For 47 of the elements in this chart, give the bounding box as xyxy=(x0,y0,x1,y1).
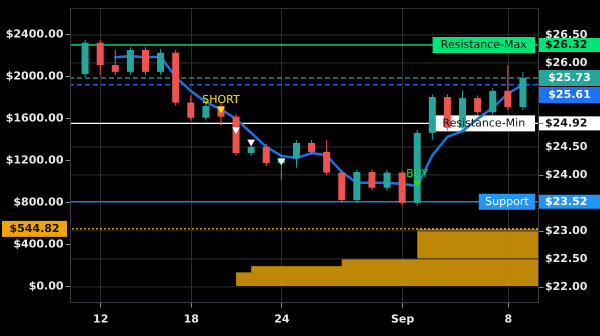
y2-tick-label: $26.00 xyxy=(545,56,588,69)
candlestick xyxy=(308,140,316,156)
candlestick xyxy=(474,94,482,116)
point xyxy=(217,106,225,114)
point xyxy=(247,140,256,146)
x-tick-label: 8 xyxy=(504,312,512,326)
x-tick-label: 12 xyxy=(93,312,108,326)
y2-tick-label: $24.92 xyxy=(545,116,588,130)
y2-tick-label: $22.00 xyxy=(545,280,588,293)
y-tick-label: $2400.00 xyxy=(6,28,64,41)
y2-tick-label: $23.00 xyxy=(545,224,588,237)
candlestick xyxy=(323,140,330,176)
x-tick-label: 18 xyxy=(184,312,199,326)
annotation: SHORT xyxy=(202,92,240,106)
candlestick xyxy=(368,168,376,192)
candlestick xyxy=(96,39,104,76)
candlestick xyxy=(202,102,210,122)
point xyxy=(232,127,240,134)
point xyxy=(413,180,422,188)
x-tick-label: Sep xyxy=(390,312,414,326)
y-tick-label: $400.00 xyxy=(13,238,64,251)
candlestick xyxy=(292,140,300,168)
y2-tick-label: $24.50 xyxy=(545,140,588,153)
y2-tick-label: $24.00 xyxy=(545,168,588,181)
candlestick xyxy=(262,144,270,166)
candlestick xyxy=(142,46,149,76)
y2-tick-label: $23.52 xyxy=(545,194,588,208)
ref-line-label: $544.82 xyxy=(9,222,60,235)
candlestick xyxy=(504,64,512,110)
ref-line-label: $25.73 xyxy=(548,71,591,84)
candlestick xyxy=(489,88,496,116)
y-tick-label: $0.00 xyxy=(28,280,64,293)
ref-line-label: Support xyxy=(485,194,530,208)
y2-tick-label: $26.50 xyxy=(545,28,588,41)
ref-line-label: $25.61 xyxy=(548,88,591,101)
candlestick xyxy=(384,169,391,192)
y2-tick-label: $22.50 xyxy=(545,252,588,265)
candlestick xyxy=(187,94,194,122)
candlestick xyxy=(112,50,119,76)
x-tick-label: 24 xyxy=(274,312,290,326)
candlestick xyxy=(126,46,134,76)
y-tick-label: $1600.00 xyxy=(6,112,64,125)
candlestick xyxy=(157,48,164,76)
y-tick-label: $2000.00 xyxy=(6,70,64,83)
y-tick-label: $1200.00 xyxy=(6,154,64,167)
y-tick-label: $800.00 xyxy=(13,196,64,209)
ref-line-label: Resistance-Max xyxy=(440,38,528,51)
